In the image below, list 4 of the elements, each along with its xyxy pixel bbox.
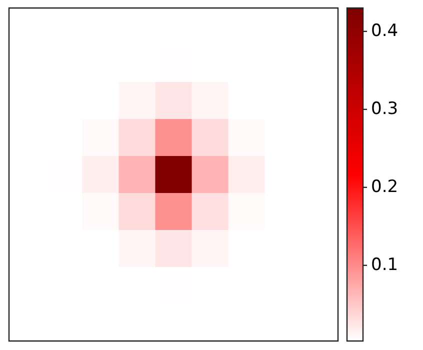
color-bar-label: 0.1 <box>371 254 398 275</box>
color-bar-label: 0.3 <box>371 98 398 119</box>
color-bar-label: 0.2 <box>371 176 398 197</box>
color-bar-label: 0.4 <box>371 20 398 41</box>
